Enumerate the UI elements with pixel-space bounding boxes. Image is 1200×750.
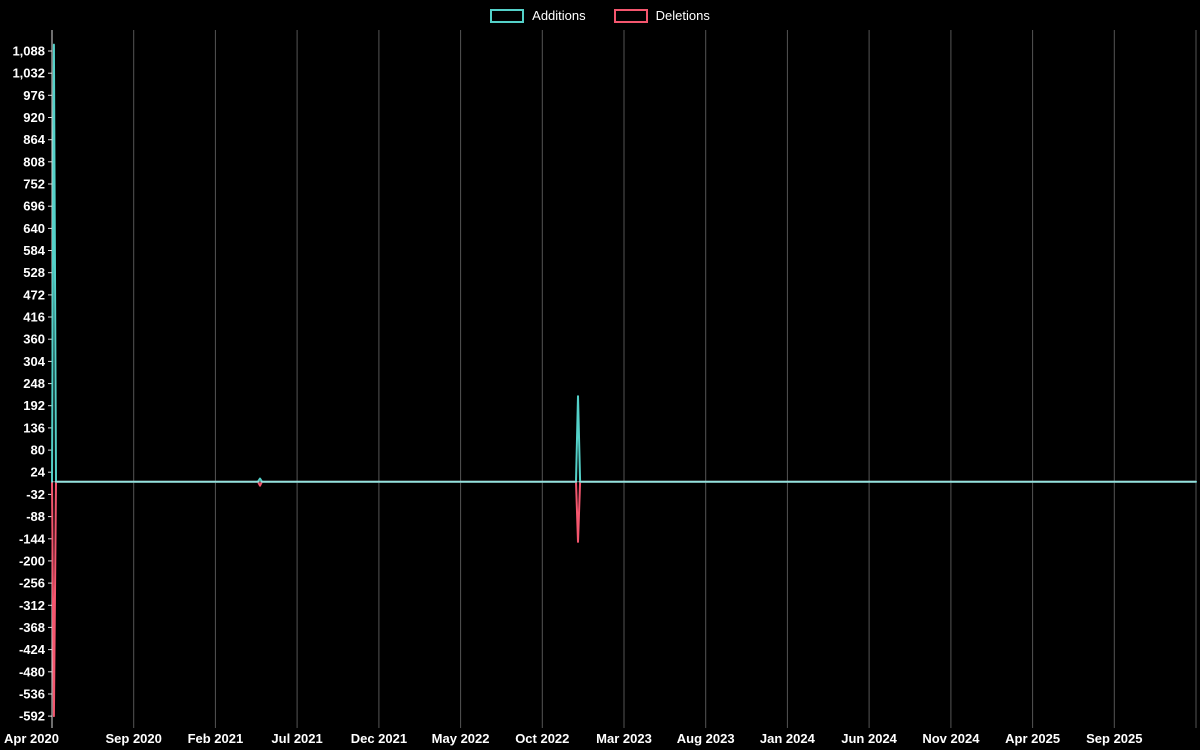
y-tick-label: -592 xyxy=(19,709,45,724)
y-tick-label: -480 xyxy=(19,664,45,679)
y-tick-label: -312 xyxy=(19,598,45,613)
x-tick-label: Oct 2022 xyxy=(515,731,569,746)
y-tick-label: 136 xyxy=(23,420,45,435)
legend-label: Additions xyxy=(532,8,586,23)
y-tick-label: -536 xyxy=(19,687,45,702)
y-tick-label: 920 xyxy=(23,110,45,125)
legend-swatch-icon xyxy=(613,8,648,23)
y-tick-label: -88 xyxy=(26,509,45,524)
legend-label: Deletions xyxy=(655,8,710,23)
y-tick-label: -32 xyxy=(26,487,45,502)
x-tick-label: Dec 2021 xyxy=(351,731,407,746)
y-tick-label: 584 xyxy=(23,243,45,258)
legend-item-deletions[interactable]: Deletions xyxy=(613,8,710,23)
y-tick-label: -368 xyxy=(19,620,45,635)
legend-item-additions[interactable]: Additions xyxy=(490,8,586,23)
y-tick-label: 80 xyxy=(31,443,45,458)
x-tick-label: Feb 2021 xyxy=(188,731,244,746)
x-tick-label: Mar 2023 xyxy=(596,731,652,746)
y-tick-label: 1,088 xyxy=(12,44,45,59)
y-tick-label: 864 xyxy=(23,132,45,147)
y-tick-label: 24 xyxy=(31,465,46,480)
series-additions xyxy=(51,43,1197,483)
x-tick-label: Sep 2025 xyxy=(1086,731,1142,746)
y-tick-label: -256 xyxy=(19,576,45,591)
y-tick-label: 696 xyxy=(23,199,45,214)
y-tick-label: 304 xyxy=(23,354,45,369)
chart-legend: Additions Deletions xyxy=(0,8,1200,23)
y-tick-label: 808 xyxy=(23,154,45,169)
x-tick-label: Apr 2020 xyxy=(4,731,59,746)
y-tick-label: 976 xyxy=(23,88,45,103)
y-tick-label: 416 xyxy=(23,310,45,325)
x-tick-label: Jun 2024 xyxy=(841,731,897,746)
y-tick-label: 248 xyxy=(23,376,45,391)
y-tick-label: 360 xyxy=(23,332,45,347)
x-tick-label: Jul 2021 xyxy=(271,731,322,746)
y-tick-label: 752 xyxy=(23,177,45,192)
y-tick-label: 640 xyxy=(23,221,45,236)
x-tick-label: May 2022 xyxy=(432,731,490,746)
y-tick-label: -200 xyxy=(19,553,45,568)
y-tick-label: -144 xyxy=(19,531,46,546)
x-tick-label: Aug 2023 xyxy=(677,731,735,746)
y-tick-label: 192 xyxy=(23,398,45,413)
legend-swatch-icon xyxy=(490,8,525,23)
y-tick-label: 1,032 xyxy=(12,66,45,81)
x-tick-label: Jan 2024 xyxy=(760,731,816,746)
x-tick-label: Nov 2024 xyxy=(922,731,980,746)
series-deletions xyxy=(51,480,1197,718)
x-tick-label: Apr 2025 xyxy=(1005,731,1060,746)
y-tick-label: 472 xyxy=(23,287,45,302)
y-tick-label: -424 xyxy=(19,642,46,657)
x-tick-label: Sep 2020 xyxy=(106,731,162,746)
y-tick-label: 528 xyxy=(23,265,45,280)
